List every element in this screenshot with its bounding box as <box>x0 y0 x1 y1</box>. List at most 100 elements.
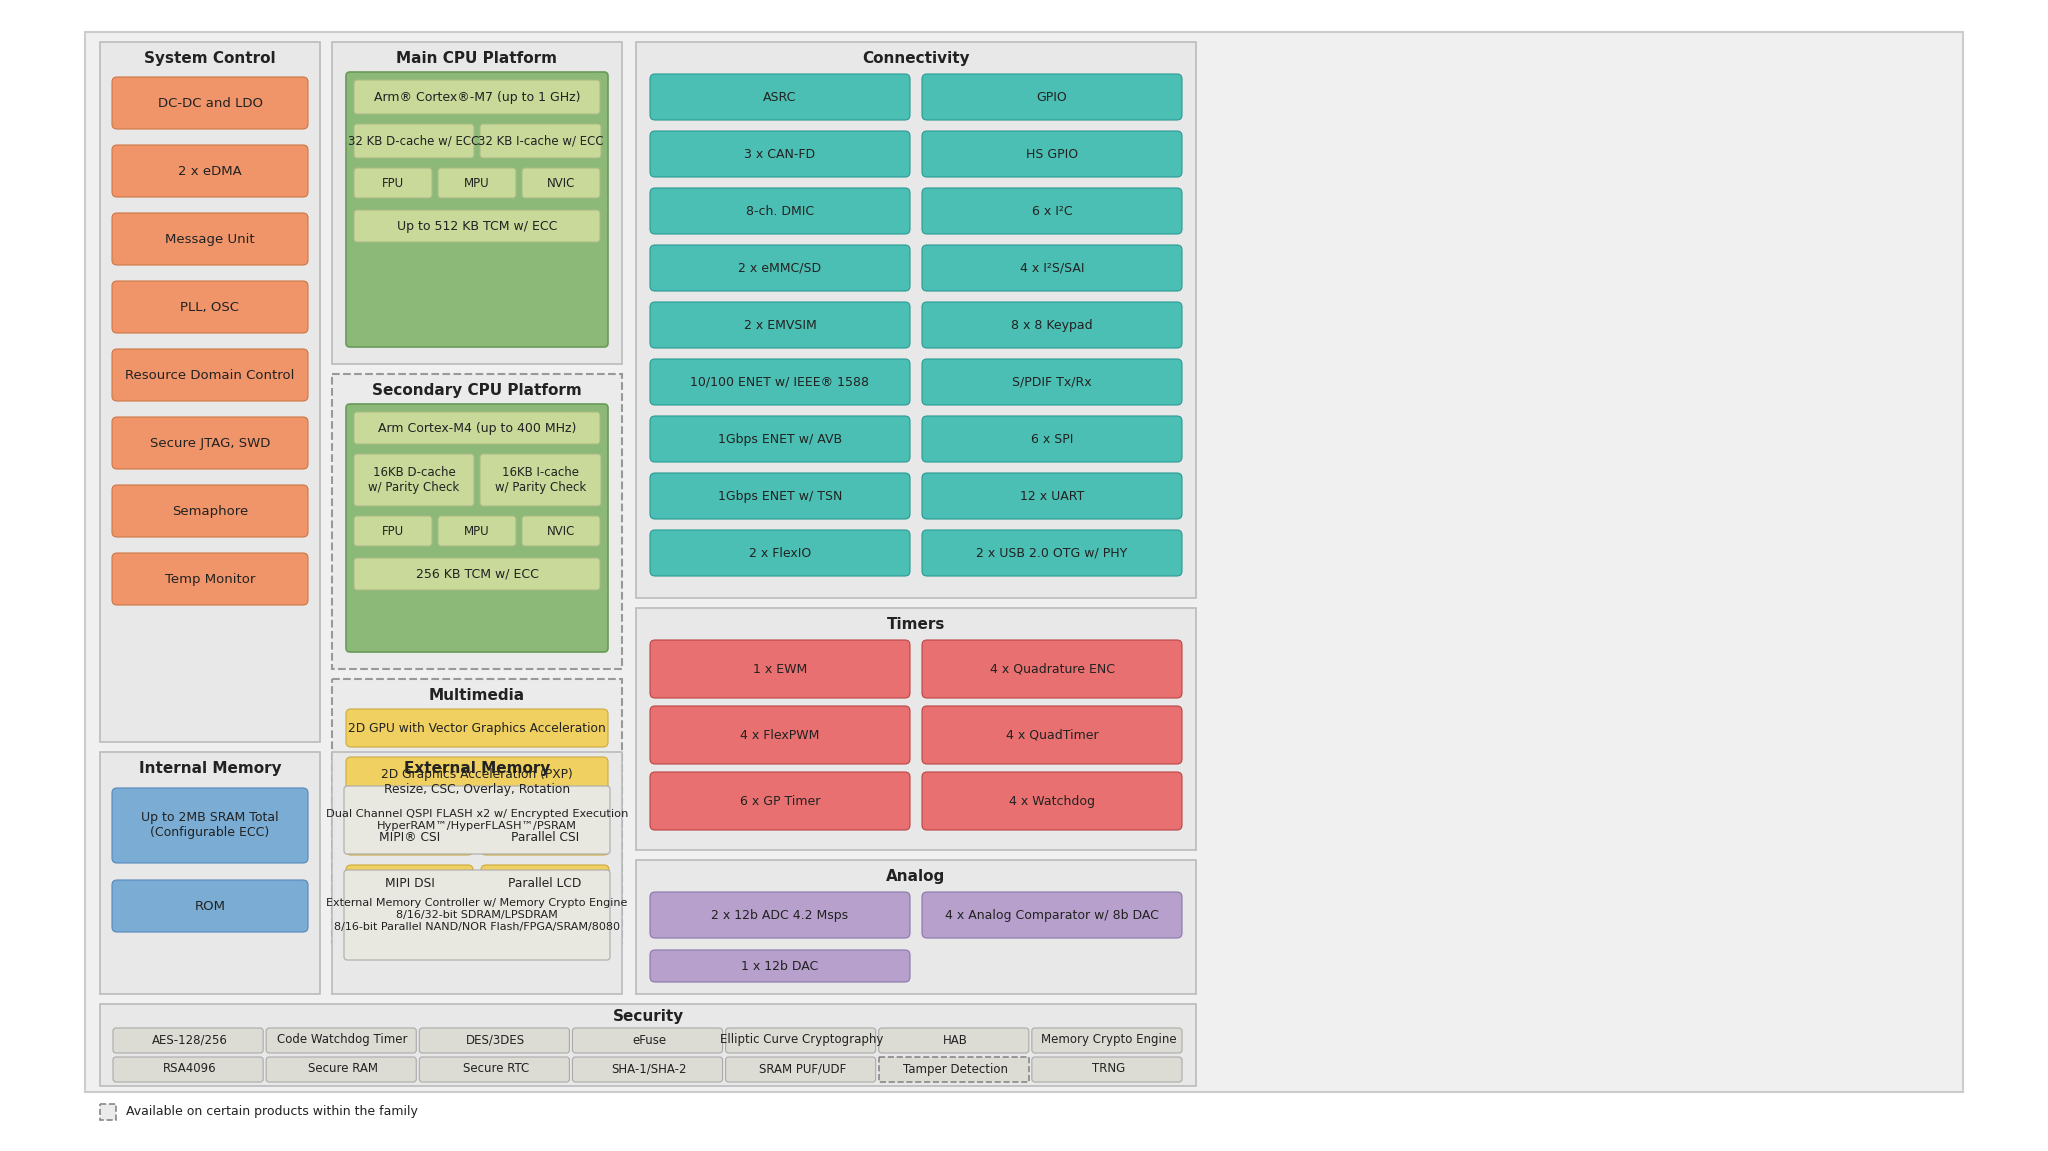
FancyBboxPatch shape <box>649 359 909 405</box>
Text: Dual Channel QSPI FLASH x2 w/ Encrypted Execution
HyperRAM™/HyperFLASH™/PSRAM: Dual Channel QSPI FLASH x2 w/ Encrypted … <box>326 809 629 831</box>
FancyBboxPatch shape <box>354 516 432 546</box>
FancyBboxPatch shape <box>346 709 608 747</box>
FancyBboxPatch shape <box>573 1057 723 1082</box>
Text: Secondary CPU Platform: Secondary CPU Platform <box>373 382 582 397</box>
Bar <box>332 374 623 669</box>
FancyBboxPatch shape <box>346 404 608 651</box>
Text: Secure JTAG, SWD: Secure JTAG, SWD <box>150 436 270 450</box>
Text: 32 KB I-cache w/ ECC: 32 KB I-cache w/ ECC <box>477 135 604 147</box>
FancyBboxPatch shape <box>1032 1057 1182 1082</box>
Text: 2 x eMMC/SD: 2 x eMMC/SD <box>739 261 821 274</box>
Text: 4 x Quadrature ENC: 4 x Quadrature ENC <box>989 663 1114 676</box>
Text: DES/3DES: DES/3DES <box>467 1034 526 1046</box>
Text: 1 x 12b DAC: 1 x 12b DAC <box>741 960 819 973</box>
Text: Up to 2MB SRAM Total
(Configurable ECC): Up to 2MB SRAM Total (Configurable ECC) <box>141 811 279 839</box>
FancyBboxPatch shape <box>649 473 909 519</box>
Text: 10/100 ENET w/ IEEE® 1588: 10/100 ENET w/ IEEE® 1588 <box>690 375 870 389</box>
FancyBboxPatch shape <box>922 892 1182 938</box>
FancyBboxPatch shape <box>354 412 600 444</box>
FancyBboxPatch shape <box>922 640 1182 698</box>
Text: 2D GPU with Vector Graphics Acceleration: 2D GPU with Vector Graphics Acceleration <box>348 722 606 734</box>
FancyBboxPatch shape <box>649 892 909 938</box>
FancyBboxPatch shape <box>354 453 473 506</box>
FancyBboxPatch shape <box>354 209 600 242</box>
Text: Parallel CSI: Parallel CSI <box>510 831 580 844</box>
Text: 16KB D-cache
w/ Parity Check: 16KB D-cache w/ Parity Check <box>369 466 459 494</box>
FancyBboxPatch shape <box>354 168 432 198</box>
Text: 1Gbps ENET w/ TSN: 1Gbps ENET w/ TSN <box>717 489 842 503</box>
Text: 6 x GP Timer: 6 x GP Timer <box>739 794 819 808</box>
Bar <box>332 679 623 943</box>
Text: 2 x eDMA: 2 x eDMA <box>178 165 242 177</box>
FancyBboxPatch shape <box>346 866 473 901</box>
Text: 2 x USB 2.0 OTG w/ PHY: 2 x USB 2.0 OTG w/ PHY <box>977 547 1128 559</box>
Bar <box>637 608 1196 849</box>
Text: External Memory Controller w/ Memory Crypto Engine
8/16/32-bit SDRAM/LPSDRAM
8/1: External Memory Controller w/ Memory Cry… <box>326 899 627 931</box>
Bar <box>100 1004 1196 1087</box>
FancyBboxPatch shape <box>346 73 608 346</box>
Text: SRAM PUF/UDF: SRAM PUF/UDF <box>758 1062 846 1075</box>
Text: 8 x 8 Keypad: 8 x 8 Keypad <box>1012 319 1094 331</box>
FancyBboxPatch shape <box>354 81 600 114</box>
FancyBboxPatch shape <box>420 1028 569 1053</box>
Text: Tamper Detection: Tamper Detection <box>903 1062 1008 1075</box>
FancyBboxPatch shape <box>725 1057 877 1082</box>
FancyBboxPatch shape <box>922 245 1182 291</box>
Bar <box>100 752 319 994</box>
FancyBboxPatch shape <box>649 529 909 576</box>
Bar <box>332 41 623 364</box>
FancyBboxPatch shape <box>1032 1028 1182 1053</box>
FancyBboxPatch shape <box>113 881 307 932</box>
Bar <box>100 1104 117 1120</box>
FancyBboxPatch shape <box>354 558 600 590</box>
Text: Message Unit: Message Unit <box>166 233 254 245</box>
FancyBboxPatch shape <box>922 74 1182 120</box>
FancyBboxPatch shape <box>649 245 909 291</box>
Text: 4 x Watchdog: 4 x Watchdog <box>1010 794 1096 808</box>
FancyBboxPatch shape <box>479 124 600 158</box>
FancyBboxPatch shape <box>573 1028 723 1053</box>
FancyBboxPatch shape <box>649 188 909 234</box>
Text: HAB: HAB <box>942 1034 969 1046</box>
Text: Memory Crypto Engine: Memory Crypto Engine <box>1040 1034 1176 1046</box>
Text: eFuse: eFuse <box>633 1034 666 1046</box>
Text: MPU: MPU <box>465 176 489 190</box>
Text: 4 x Analog Comparator w/ 8b DAC: 4 x Analog Comparator w/ 8b DAC <box>944 908 1159 922</box>
Text: 1Gbps ENET w/ AVB: 1Gbps ENET w/ AVB <box>719 433 842 445</box>
FancyBboxPatch shape <box>113 213 307 265</box>
FancyBboxPatch shape <box>438 168 516 198</box>
Text: System Control: System Control <box>143 51 276 66</box>
Text: S/PDIF Tx/Rx: S/PDIF Tx/Rx <box>1012 375 1092 389</box>
Text: Connectivity: Connectivity <box>862 51 971 66</box>
FancyBboxPatch shape <box>649 706 909 764</box>
FancyBboxPatch shape <box>354 124 473 158</box>
FancyBboxPatch shape <box>266 1057 416 1082</box>
Text: 16KB I-cache
w/ Parity Check: 16KB I-cache w/ Parity Check <box>496 466 586 494</box>
FancyBboxPatch shape <box>113 145 307 197</box>
FancyBboxPatch shape <box>346 757 608 807</box>
FancyBboxPatch shape <box>922 473 1182 519</box>
FancyBboxPatch shape <box>344 786 610 854</box>
FancyBboxPatch shape <box>479 453 600 506</box>
FancyBboxPatch shape <box>113 77 307 129</box>
Text: DC-DC and LDO: DC-DC and LDO <box>158 97 262 109</box>
FancyBboxPatch shape <box>649 416 909 462</box>
Text: Security: Security <box>612 1009 684 1024</box>
Text: ASRC: ASRC <box>764 91 797 104</box>
Text: FPU: FPU <box>381 525 403 538</box>
FancyBboxPatch shape <box>922 131 1182 177</box>
Text: TRNG: TRNG <box>1092 1062 1124 1075</box>
Text: Temp Monitor: Temp Monitor <box>164 572 256 586</box>
Text: 2D Graphics Acceleration (PXP)
Resize, CSC, Overlay, Rotation: 2D Graphics Acceleration (PXP) Resize, C… <box>381 768 573 796</box>
Text: Arm® Cortex®-M7 (up to 1 GHz): Arm® Cortex®-M7 (up to 1 GHz) <box>373 91 580 104</box>
FancyBboxPatch shape <box>438 516 516 546</box>
Bar <box>332 752 623 994</box>
Text: Multimedia: Multimedia <box>428 687 524 702</box>
Text: GPIO: GPIO <box>1036 91 1067 104</box>
Text: Timers: Timers <box>887 617 946 632</box>
FancyBboxPatch shape <box>725 1028 877 1053</box>
FancyBboxPatch shape <box>649 74 909 120</box>
Text: Secure RAM: Secure RAM <box>307 1062 377 1075</box>
FancyBboxPatch shape <box>113 417 307 468</box>
Text: 2 x FlexIO: 2 x FlexIO <box>750 547 811 559</box>
